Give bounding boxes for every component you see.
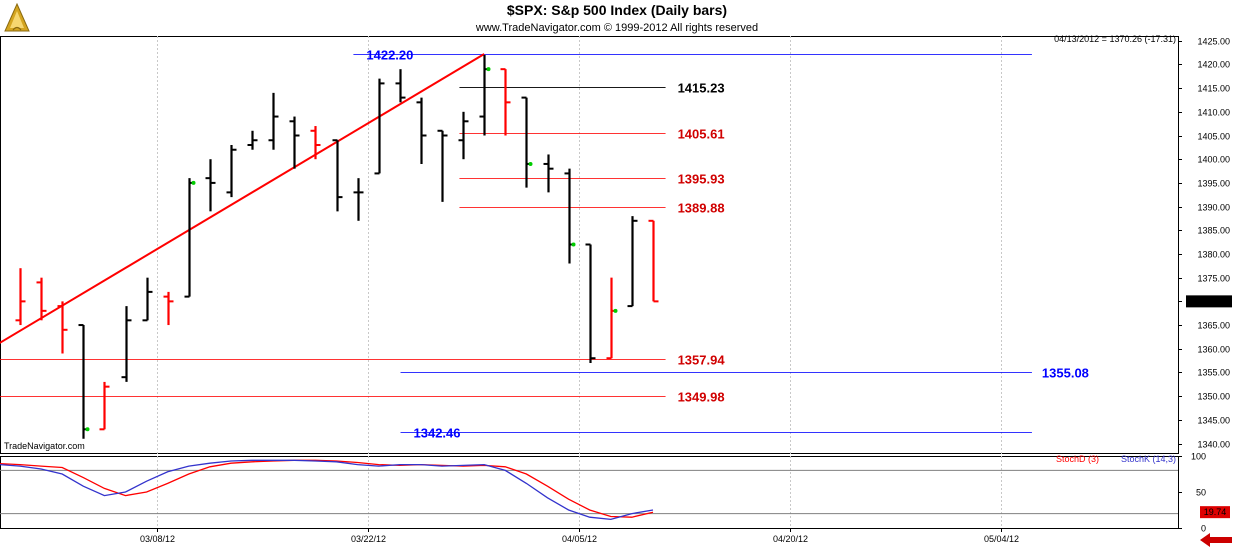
trendline [0, 53, 485, 344]
level-label: 1405.61 [678, 127, 725, 142]
price-tick-label: 1355.00 [1197, 368, 1230, 378]
grid [0, 36, 1179, 529]
price-tick-label: 1345.00 [1197, 416, 1230, 426]
ohlc-bar [585, 243, 596, 363]
stoch-value-tag [1200, 506, 1230, 519]
signal-dot [486, 67, 491, 72]
price-levels: 1422.20 1415.23 1405.61 1395.93 1389.88 1357.… [0, 48, 1089, 441]
signal-dot [528, 161, 533, 166]
legend-stoch-k: StochK (14,3) [1121, 454, 1176, 464]
price-tick-label: 1405.00 [1197, 132, 1230, 142]
stochastic-panel: 0 50 100 StochD (3) StochK (14,3) 19.74 [0, 452, 1230, 534]
price-tick-label: 1340.00 [1197, 440, 1230, 450]
ohlc-bar [606, 277, 618, 360]
ohlc-bar [564, 168, 576, 264]
ohlc-bar [353, 178, 364, 221]
ohlc-bar [226, 144, 237, 198]
ohlc-bar [395, 69, 406, 103]
price-tick-label: 1385.00 [1197, 226, 1230, 236]
price-axis: 1340.00 1345.00 1350.00 1355.00 1360.00 1365.… [1178, 37, 1232, 450]
trendline-layer [0, 53, 485, 344]
ohlc-bar [332, 139, 343, 212]
ohlc-bar [289, 116, 300, 169]
date-tick-label: 05/04/12 [984, 534, 1019, 544]
ohlc-bar [458, 111, 469, 160]
level-label: 1342.46 [414, 426, 461, 441]
ohlc-bar [479, 54, 491, 136]
stoch-tick-label: 0 [1201, 524, 1206, 534]
ohlc-bar [310, 126, 321, 160]
navigator-logo-icon [4, 3, 30, 32]
price-tick-label: 1390.00 [1197, 203, 1230, 213]
price-panel-frame [0, 36, 1179, 454]
date-tick-label: 04/20/12 [773, 534, 808, 544]
stoch-series-line [0, 459, 654, 521]
signal-dot [613, 308, 618, 313]
price-tick-label: 1410.00 [1197, 108, 1230, 118]
ohlc-bar [627, 216, 638, 308]
ohlc-bar [78, 324, 90, 439]
ohlc-bar [184, 178, 196, 298]
ohlc-bar [142, 277, 153, 322]
stoch-tick-label: 50 [1196, 488, 1206, 498]
ohlc-bar [121, 306, 132, 382]
stoch-series-line [0, 459, 654, 518]
price-tick-label: 1420.00 [1197, 60, 1230, 70]
ohlc-bar [205, 159, 216, 212]
date-axis: 03/08/12 03/22/12 04/05/12 04/20/12 05/04/12 [140, 528, 1019, 544]
level-label: 1355.08 [1042, 366, 1089, 381]
chart-title: $SPX: S&p 500 Index (Daily bars) [507, 2, 727, 18]
level-label: 1422.20 [366, 48, 413, 63]
ohlc-bar [15, 268, 26, 326]
chart-subtitle: www.TradeNavigator.com © 1999-2012 All r… [475, 22, 758, 34]
date-tick-label: 04/05/12 [562, 534, 597, 544]
price-tick-label: 1425.00 [1197, 37, 1230, 47]
ohlc-bar [163, 291, 174, 326]
quote-readout: 04/13/2012 = 1370.26 (-17.31) [1054, 34, 1176, 44]
ohlc-bar [268, 92, 279, 150]
ohlc-bar [247, 130, 258, 150]
level-label: 1395.93 [678, 172, 725, 187]
ohlc-bar [57, 301, 68, 354]
stoch-tick-label: 100 [1191, 452, 1206, 462]
signal-dot [85, 427, 90, 432]
ohlc-bar [521, 96, 533, 188]
level-label: 1357.94 [678, 353, 726, 368]
price-tick-label: 1375.00 [1197, 274, 1230, 284]
level-label: 1389.88 [678, 201, 725, 216]
date-tick-label: 03/22/12 [351, 534, 386, 544]
ohlc-bar [648, 219, 659, 303]
legend-stoch-d: StochD (3) [1056, 454, 1099, 464]
price-tick-label: 1380.00 [1197, 250, 1230, 260]
last-price-tag-label: 1370.26 [1193, 296, 1226, 306]
ohlc-bar [543, 154, 554, 193]
price-tick-label: 1360.00 [1197, 345, 1230, 355]
date-tick-label: 03/08/12 [140, 534, 175, 544]
red-arrow-icon[interactable] [1200, 533, 1232, 547]
price-tick-label: 1415.00 [1197, 84, 1230, 94]
price-tick-label: 1395.00 [1197, 179, 1230, 189]
ohlc-bar [500, 68, 511, 136]
level-label: 1349.98 [678, 390, 725, 405]
last-price-tag [1186, 295, 1232, 308]
watermark: TradeNavigator.com [4, 441, 85, 451]
stoch-value-tag-label: 19.74 [1204, 507, 1227, 517]
ohlc-bars [15, 54, 659, 439]
ohlc-bar [437, 129, 448, 202]
ohlc-bar [374, 78, 385, 175]
signal-dot [191, 180, 196, 185]
price-tick-label: 1400.00 [1197, 155, 1230, 165]
level-label: 1415.23 [678, 81, 725, 96]
price-tick-label: 1365.00 [1197, 321, 1230, 331]
ohlc-bar [36, 277, 47, 321]
price-tick-label: 1350.00 [1197, 392, 1230, 402]
ohlc-bar [99, 381, 110, 431]
signal-dot [571, 242, 576, 247]
ohlc-bar [416, 97, 427, 164]
